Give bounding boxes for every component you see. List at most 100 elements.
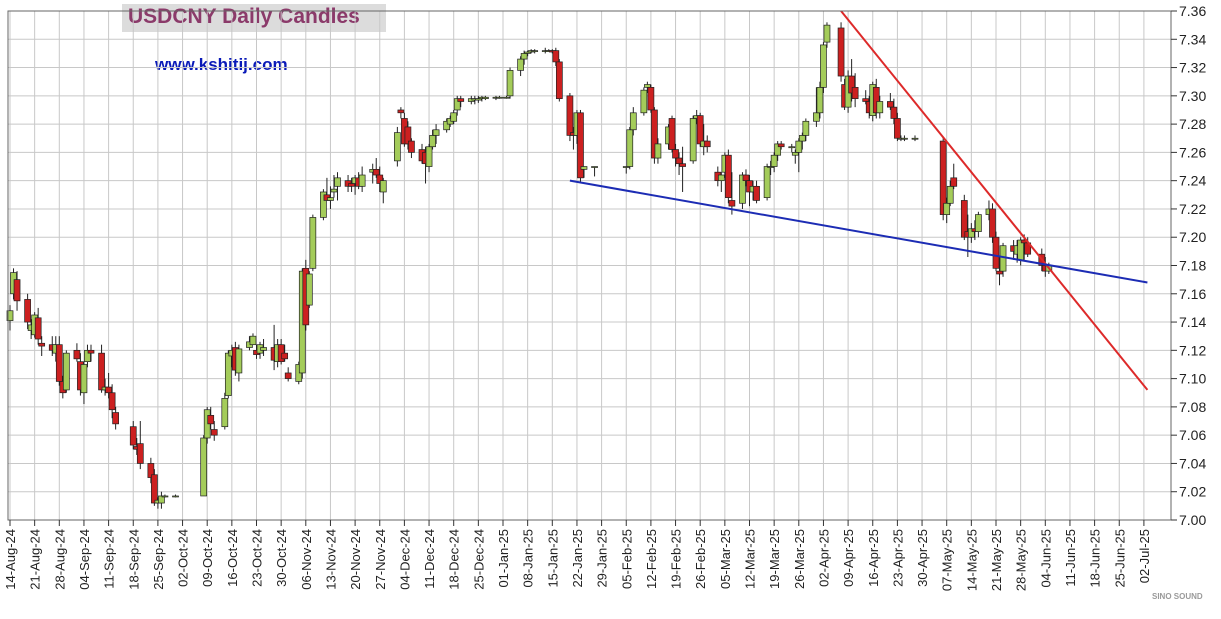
candle-down — [872, 86, 880, 114]
candle-up — [788, 146, 796, 149]
candle-up — [943, 202, 951, 215]
candle-up — [823, 24, 831, 43]
candle-down — [555, 61, 563, 100]
candle-up — [200, 437, 208, 497]
trendlines — [569, 10, 1149, 391]
candle-down — [105, 386, 112, 394]
x-tick-label: 13-Nov-24 — [323, 529, 338, 590]
x-tick-label: 02-Apr-25 — [816, 529, 831, 587]
y-tick-label: 7.18 — [1179, 258, 1206, 274]
candle-up — [6, 310, 14, 321]
candle-up — [946, 185, 954, 204]
candle-up — [506, 70, 514, 97]
candle-up — [798, 135, 806, 142]
candle-down — [703, 140, 711, 148]
x-tick-label: 02-Jul-25 — [1137, 529, 1152, 583]
x-tick-label: 08-Jan-25 — [521, 529, 536, 588]
candle-down — [848, 75, 855, 94]
x-tick-label: 04-Dec-24 — [397, 529, 412, 590]
x-tick-label: 02-Oct-24 — [176, 529, 191, 587]
candle-down — [210, 429, 218, 436]
candle-up — [84, 349, 91, 362]
x-tick-label: 09-Oct-24 — [200, 529, 215, 587]
x-tick-label: 19-Mar-25 — [767, 529, 782, 589]
x-tick-label: 26-Feb-25 — [693, 529, 708, 589]
candle-up — [475, 98, 482, 101]
candle-up — [309, 217, 317, 269]
candle-down — [992, 236, 1000, 269]
candle-down — [284, 372, 292, 379]
x-tick-label: 19-Feb-25 — [669, 529, 684, 589]
candle-up — [580, 166, 588, 170]
candle-down — [55, 344, 63, 382]
y-tick-label: 7.36 — [1179, 3, 1206, 19]
candle-up — [62, 352, 70, 391]
candle-down — [38, 342, 46, 347]
x-tick-label: 05-Mar-25 — [718, 529, 733, 589]
candle-down — [837, 27, 845, 77]
candle-down — [939, 140, 947, 215]
x-tick-label: 23-Oct-24 — [250, 529, 265, 587]
candle-up — [520, 53, 528, 60]
candle-up — [876, 101, 884, 114]
candle-down — [151, 474, 158, 504]
x-tick-label: 28-Aug-24 — [52, 529, 67, 590]
candle-down — [753, 185, 760, 201]
y-tick-label: 7.20 — [1179, 229, 1206, 245]
chart-title-box — [122, 4, 386, 32]
x-tick-label: 04-Jun-25 — [1038, 529, 1053, 588]
candle-down — [675, 157, 683, 165]
candle-up — [791, 152, 799, 156]
candle-down — [862, 98, 870, 102]
candle-down — [108, 392, 116, 411]
candle-down — [34, 317, 42, 340]
candle-up — [496, 96, 503, 99]
candle-up — [739, 174, 746, 204]
x-tick-label: 04-Sep-24 — [77, 529, 92, 590]
candle-down — [112, 412, 119, 425]
candle-down — [24, 299, 31, 323]
candle-down — [887, 101, 894, 108]
candle-up — [911, 137, 919, 140]
y-tick-label: 7.06 — [1179, 427, 1206, 443]
candle-down — [376, 174, 384, 184]
y-tick-label: 7.32 — [1179, 60, 1206, 76]
candle-up — [975, 214, 982, 232]
candle-down — [950, 177, 958, 187]
candle-up — [626, 129, 634, 167]
candle-down — [98, 352, 105, 391]
candle-down — [960, 200, 968, 238]
candle-up — [260, 347, 267, 351]
candle-up — [224, 352, 232, 396]
candle-down — [147, 463, 155, 478]
watermark: SINO SOUND — [1152, 592, 1203, 601]
website-label: www.kshitij.com — [155, 55, 288, 74]
candle-down — [989, 208, 996, 238]
candle-down — [73, 349, 81, 360]
candle-up — [717, 174, 725, 182]
candle-down — [281, 352, 289, 360]
candle-down — [348, 183, 355, 187]
y-tick-label: 7.30 — [1179, 88, 1206, 104]
x-tick-label: 16-Oct-24 — [225, 529, 240, 587]
y-tick-label: 7.04 — [1179, 455, 1206, 471]
x-axis: 14-Aug-24 21-Aug-24 28-Aug-24 04-Sep-24 11-S… — [3, 520, 1152, 591]
x-tick-label: 20-Nov-24 — [348, 529, 363, 590]
candle-up — [629, 112, 637, 131]
candle-up — [795, 140, 803, 153]
candle-up — [379, 180, 387, 193]
x-tick-label: 21-Aug-24 — [28, 529, 43, 590]
x-tick-label: 29-Jan-25 — [595, 529, 610, 588]
candle-down — [457, 98, 465, 102]
x-tick-label: 30-Oct-24 — [274, 529, 289, 587]
resistance-trendline — [840, 10, 1149, 391]
candle-up — [80, 364, 88, 394]
candle-up — [767, 166, 774, 168]
candle-up — [358, 174, 366, 187]
x-tick-label: 18-Jun-25 — [1088, 529, 1103, 588]
candle-down — [890, 106, 898, 119]
x-tick-label: 18-Dec-24 — [447, 529, 462, 590]
support-trendline — [569, 179, 1148, 284]
x-tick-label: 27-Nov-24 — [373, 529, 388, 590]
candle-up — [774, 143, 782, 156]
